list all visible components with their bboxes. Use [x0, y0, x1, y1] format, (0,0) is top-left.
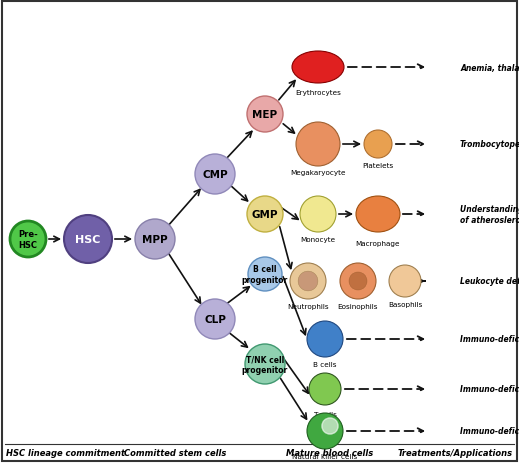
Circle shape	[309, 373, 341, 405]
Text: Mature blood cells: Mature blood cells	[286, 448, 374, 457]
Circle shape	[340, 263, 376, 300]
Text: HSC lineage commitment: HSC lineage commitment	[6, 448, 125, 457]
Text: Understanding mechanism
of atheroslerotic lesions: Understanding mechanism of atherosleroti…	[460, 205, 519, 224]
Text: Platelets: Platelets	[362, 163, 393, 169]
Text: Treatments/Applications: Treatments/Applications	[398, 448, 513, 457]
Circle shape	[290, 263, 326, 300]
Text: Erythrocytes: Erythrocytes	[295, 90, 341, 96]
Text: Trombocytopenia: Trombocytopenia	[460, 140, 519, 149]
Circle shape	[364, 131, 392, 159]
Text: Leukocyte deficiencies: Leukocyte deficiencies	[460, 277, 519, 286]
Text: Natural killer cells: Natural killer cells	[292, 453, 358, 459]
Circle shape	[195, 155, 235, 194]
Circle shape	[307, 413, 343, 449]
Circle shape	[349, 272, 367, 290]
Text: GMP: GMP	[252, 210, 278, 219]
Circle shape	[195, 300, 235, 339]
Text: Immuno-deficient diseases: Immuno-deficient diseases	[460, 385, 519, 394]
Circle shape	[248, 257, 282, 291]
Circle shape	[247, 197, 283, 232]
Text: Monocyte: Monocyte	[301, 237, 336, 243]
Circle shape	[64, 216, 112, 263]
Text: Anemia, thalassaemia: Anemia, thalassaemia	[460, 63, 519, 72]
Text: Immuno-deficient diseases: Immuno-deficient diseases	[460, 335, 519, 344]
Text: T cells: T cells	[313, 411, 336, 417]
Text: Pre-
HSC: Pre- HSC	[18, 230, 38, 249]
Circle shape	[300, 197, 336, 232]
Circle shape	[247, 97, 283, 133]
Circle shape	[245, 344, 285, 384]
Text: Neutrophils: Neutrophils	[287, 303, 329, 309]
Text: CLP: CLP	[204, 314, 226, 324]
Circle shape	[298, 271, 318, 291]
Text: MPP: MPP	[142, 234, 168, 244]
Text: Megakaryocyte: Megakaryocyte	[290, 169, 346, 175]
Text: Committed stem cells: Committed stem cells	[124, 448, 226, 457]
Circle shape	[10, 221, 46, 257]
Text: Basophils: Basophils	[388, 301, 422, 307]
Circle shape	[307, 321, 343, 357]
Ellipse shape	[292, 52, 344, 84]
Circle shape	[322, 418, 338, 434]
Text: Eosinophils: Eosinophils	[338, 303, 378, 309]
Ellipse shape	[356, 197, 400, 232]
Text: B cell
progenitor: B cell progenitor	[242, 265, 288, 284]
Circle shape	[389, 265, 421, 297]
Circle shape	[296, 123, 340, 167]
Text: HSC: HSC	[75, 234, 101, 244]
Circle shape	[135, 219, 175, 259]
Text: CMP: CMP	[202, 169, 228, 180]
Text: B cells: B cells	[313, 361, 337, 367]
Text: Macrophage: Macrophage	[356, 240, 400, 246]
Text: Immuno-deficient diseases: Immuno-deficient diseases	[460, 426, 519, 436]
Text: T/NK cell
progenitor: T/NK cell progenitor	[242, 355, 288, 374]
Text: MEP: MEP	[252, 110, 278, 120]
